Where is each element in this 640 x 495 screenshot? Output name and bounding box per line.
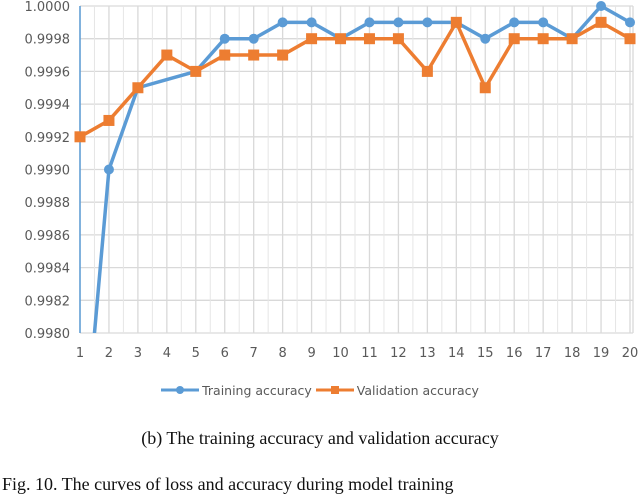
data-point [595,16,607,28]
accuracy-line-chart: 1.0000 0.9998 0.9996 0.9994 0.9992 0.9990 0.99… [25,0,639,361]
x-tick-label: 11 [361,346,378,361]
x-tick-label: 3 [134,346,142,361]
x-tick-label: 2 [105,346,113,361]
data-point [537,33,549,45]
y-tick-label: 0.9982 [25,294,71,309]
data-point [509,17,520,28]
data-point [190,65,202,77]
data-point [450,16,462,28]
x-tick-label: 16 [506,346,523,361]
y-tick-label: 0.9994 [25,98,71,113]
y-tick-label: 0.9988 [25,196,71,211]
circle-marker-icon [161,386,200,394]
x-tick-label: 17 [535,346,552,361]
y-tick-label: 1.0000 [25,0,71,15]
data-point [306,33,318,45]
data-point [480,33,491,44]
data-point [363,33,375,45]
legend: Training accuracy Validation accuracy [0,378,640,402]
y-tick-label: 0.9980 [25,327,71,342]
data-point [479,82,491,94]
x-tick-label: 5 [192,346,200,361]
data-point [103,164,114,175]
data-point [103,114,115,126]
y-tick-label: 0.9996 [25,65,71,80]
figure-caption: Fig. 10. The curves of loss and accuracy… [2,474,454,494]
x-tick-label: 10 [332,346,349,361]
validation-accuracy-series [74,16,636,143]
data-point [538,17,549,28]
x-tick-label: 8 [278,346,286,361]
x-tick-label: 13 [419,346,436,361]
data-point [625,17,635,28]
data-point [277,17,288,28]
data-point [248,33,259,44]
data-point [219,33,230,44]
legend-label-training: Training accuracy [202,382,312,398]
legend-item-validation: Validation accuracy [315,382,479,398]
x-axis-tick-labels: 1 2 3 4 5 6 7 8 9 10 11 12 13 14 15 16 17 18 19 20 [76,346,638,361]
data-point [335,33,347,45]
data-point [392,33,404,45]
data-point [74,131,86,143]
data-point [624,33,636,45]
data-point [219,49,231,61]
y-tick-label: 0.9992 [25,131,71,146]
data-point [364,17,375,28]
square-marker-icon [315,386,354,394]
data-point [421,65,433,77]
x-tick-label: 4 [163,346,171,361]
y-tick-label: 0.9986 [25,229,71,244]
x-tick-label: 20 [622,346,639,361]
subfigure-caption: (b) The training accuracy and validation… [141,428,499,448]
y-tick-label: 0.9998 [25,33,71,48]
x-tick-label: 18 [564,346,581,361]
y-tick-label: 0.9990 [25,164,71,179]
y-axis-tick-labels: 1.0000 0.9998 0.9996 0.9994 0.9992 0.9990 0.99… [25,0,71,342]
data-point [508,33,520,45]
x-tick-label: 12 [390,346,407,361]
x-tick-label: 1 [76,346,84,361]
data-point [422,17,433,28]
y-tick-label: 0.9984 [25,262,71,277]
data-point [132,82,144,94]
x-tick-label: 6 [221,346,229,361]
data-point [306,17,317,28]
data-point [248,49,260,61]
data-point [596,1,607,11]
data-point [161,49,173,61]
series-lines [74,1,636,333]
legend-item-training: Training accuracy [161,383,312,398]
legend-label-validation: Validation accuracy [356,382,479,398]
x-tick-label: 7 [250,346,258,361]
data-point [277,49,289,61]
x-tick-label: 14 [448,346,465,361]
data-point [566,33,578,45]
x-tick-label: 15 [477,346,494,361]
x-tick-label: 19 [593,346,610,361]
x-tick-label: 9 [307,346,315,361]
data-point [393,17,404,28]
